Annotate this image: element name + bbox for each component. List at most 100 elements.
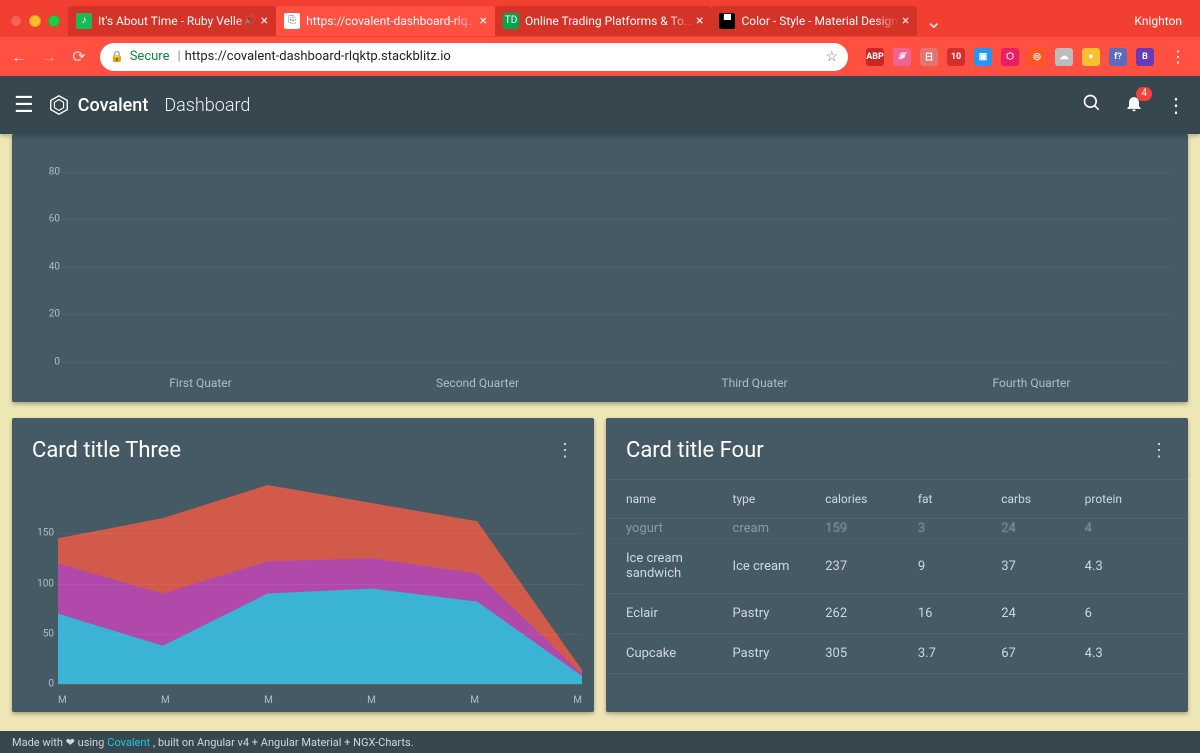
tab-close-icon[interactable]: × [696,13,703,29]
footer-covalent-link[interactable]: Covalent [107,736,150,749]
table-cell: 67 [1001,646,1084,661]
x-axis-letter: M [367,695,376,706]
y-axis-tick: 150 [37,528,54,539]
brand[interactable]: Covalent [48,94,149,116]
browser-tab[interactable]: ♪ It's About Time - Ruby Velle 🔊 × [68,6,276,36]
browser-tab[interactable]: TD Online Trading Platforms & To… × [495,6,711,36]
toolbar-row: ← → ⟳ 🔒 Secure | https://covalent-dashbo… [0,37,1200,76]
y-axis-tick: 40 [49,261,60,272]
y-axis-tick: 60 [49,214,60,225]
bar-chart: 020406080 [40,148,1170,362]
table-cell: 4.3 [1085,646,1168,661]
card-three-menu-button[interactable]: ⋮ [556,440,574,461]
bookmark-star-icon[interactable]: ☆ [825,49,838,65]
table-cell: 237 [825,559,918,574]
table-header-cell: fat [918,492,1001,506]
y-axis-tick: 0 [54,357,60,368]
tab-close-icon[interactable]: × [902,13,909,29]
table-cell: 4.3 [1085,559,1168,574]
nav-back-button[interactable]: ← [10,47,28,67]
card-three-area-chart: 050100150 MMMMMM [16,483,590,712]
tab-favicon-icon: ♪ [76,13,92,29]
bar-quarter-group [617,148,894,362]
table-cell: Ice cream sandwich [626,551,733,581]
tab-strip: ♪ It's About Time - Ruby Velle 🔊 ×⎘ http… [0,0,1200,37]
window-maximize-button[interactable] [48,15,60,27]
extension-icon[interactable]: 10 [947,48,965,66]
notification-badge: 4 [1136,87,1152,101]
extension-icon[interactable]: f? [1109,48,1127,66]
card-three-title: Card title Three [32,438,181,463]
menu-hamburger-icon[interactable]: ☰ [14,93,34,118]
table-row[interactable]: Ice cream sandwichIce cream2379374.3 [606,539,1188,594]
table-cell: Pastry [733,646,826,661]
new-tab-button[interactable]: ⌄ [917,9,950,33]
table-cell: 305 [825,646,918,661]
table-cell: 16 [918,606,1001,621]
address-bar[interactable]: 🔒 Secure | https://covalent-dashboard-rl… [100,43,848,71]
table-cell: yogurt [626,521,733,536]
brand-logo-icon [48,94,70,116]
table-cell: Pastry [733,606,826,621]
url-text: https://covalent-dashboard-rlqktp.stackb… [185,49,451,64]
extension-icon[interactable]: ABP [866,48,884,66]
extension-icon[interactable]: ◎ [1028,48,1046,66]
extension-icon[interactable]: B [1136,48,1154,66]
browser-tab[interactable]: ▀ Color - Style - Material Design × [711,6,917,36]
table-row[interactable]: CupcakePastry3053.7674.3 [606,634,1188,674]
extension-icon[interactable]: ▣ [974,48,992,66]
app-menu-button[interactable]: ⋮ [1166,93,1186,117]
table-cell: 159 [825,521,918,536]
table-cell: 37 [1001,559,1084,574]
notifications-button[interactable]: 4 [1124,93,1144,118]
extension-icon[interactable]: 𝓕 [893,48,911,66]
table-cell: 4 [1085,521,1168,536]
footer-text-prefix: Made with ❤ using [12,736,104,749]
extension-icon[interactable]: ☁ [1055,48,1073,66]
table-cell: 6 [1085,606,1168,621]
window-controls [6,15,68,27]
table-header-cell: calories [825,492,918,506]
window-minimize-button[interactable] [29,15,41,27]
extension-icons: ABP 𝓕日 10 ▣ ⬡ ◎ ☁ ● f? B [860,48,1154,66]
table-cell: cream [733,521,826,536]
tab-close-icon[interactable]: × [480,13,487,29]
bar-quarter-group [64,148,341,362]
profile-name[interactable]: Knighton [1134,14,1196,28]
y-axis-tick: 50 [43,628,54,639]
table-header-row: nametypecaloriesfatcarbsprotein [606,479,1188,519]
table-row[interactable]: EclairPastry26216246 [606,594,1188,634]
footer-text-suffix: , built on Angular v4 + Angular Material… [153,736,414,749]
window-close-button[interactable] [10,15,22,27]
table-cell: 24 [1001,606,1084,621]
card-four-menu-button[interactable]: ⋮ [1150,440,1168,461]
secure-label: Secure [130,49,170,64]
y-axis-tick: 80 [49,166,60,177]
browser-menu-button[interactable]: ⋮ [1166,47,1190,66]
bar-quarter-group [894,148,1171,362]
table-cell: Ice cream [733,559,826,574]
table-header-cell: name [626,492,733,506]
browser-chrome: ♪ It's About Time - Ruby Velle 🔊 ×⎘ http… [0,0,1200,76]
footer: Made with ❤ using Covalent , built on An… [0,731,1200,753]
extension-icon[interactable]: 日 [920,48,938,66]
tab-close-icon[interactable]: × [261,13,268,29]
extension-icon[interactable]: ● [1082,48,1100,66]
x-axis-letter: M [264,695,273,706]
nav-reload-button[interactable]: ⟳ [70,47,88,66]
table-row[interactable]: yogurtcream1593244 [606,519,1188,539]
table-header-cell: type [733,492,826,506]
x-axis-letter: M [58,695,67,706]
x-axis-label: Second Quarter [339,376,616,390]
table-cell: Cupcake [626,646,733,661]
table-cell: 24 [1001,521,1084,536]
content-area: 020406080 First QuaterSecond QuarterThir… [0,134,1200,731]
tab-favicon-icon: ▀ [719,13,735,29]
bar-quarter-group [341,148,618,362]
extension-icon[interactable]: ⬡ [1001,48,1019,66]
browser-tab[interactable]: ⎘ https://covalent-dashboard-rlq… × [276,6,495,36]
x-axis-letter: M [573,695,582,706]
search-icon[interactable] [1082,93,1102,118]
page-title: Dashboard [164,95,250,116]
nav-forward-button[interactable]: → [40,47,58,67]
